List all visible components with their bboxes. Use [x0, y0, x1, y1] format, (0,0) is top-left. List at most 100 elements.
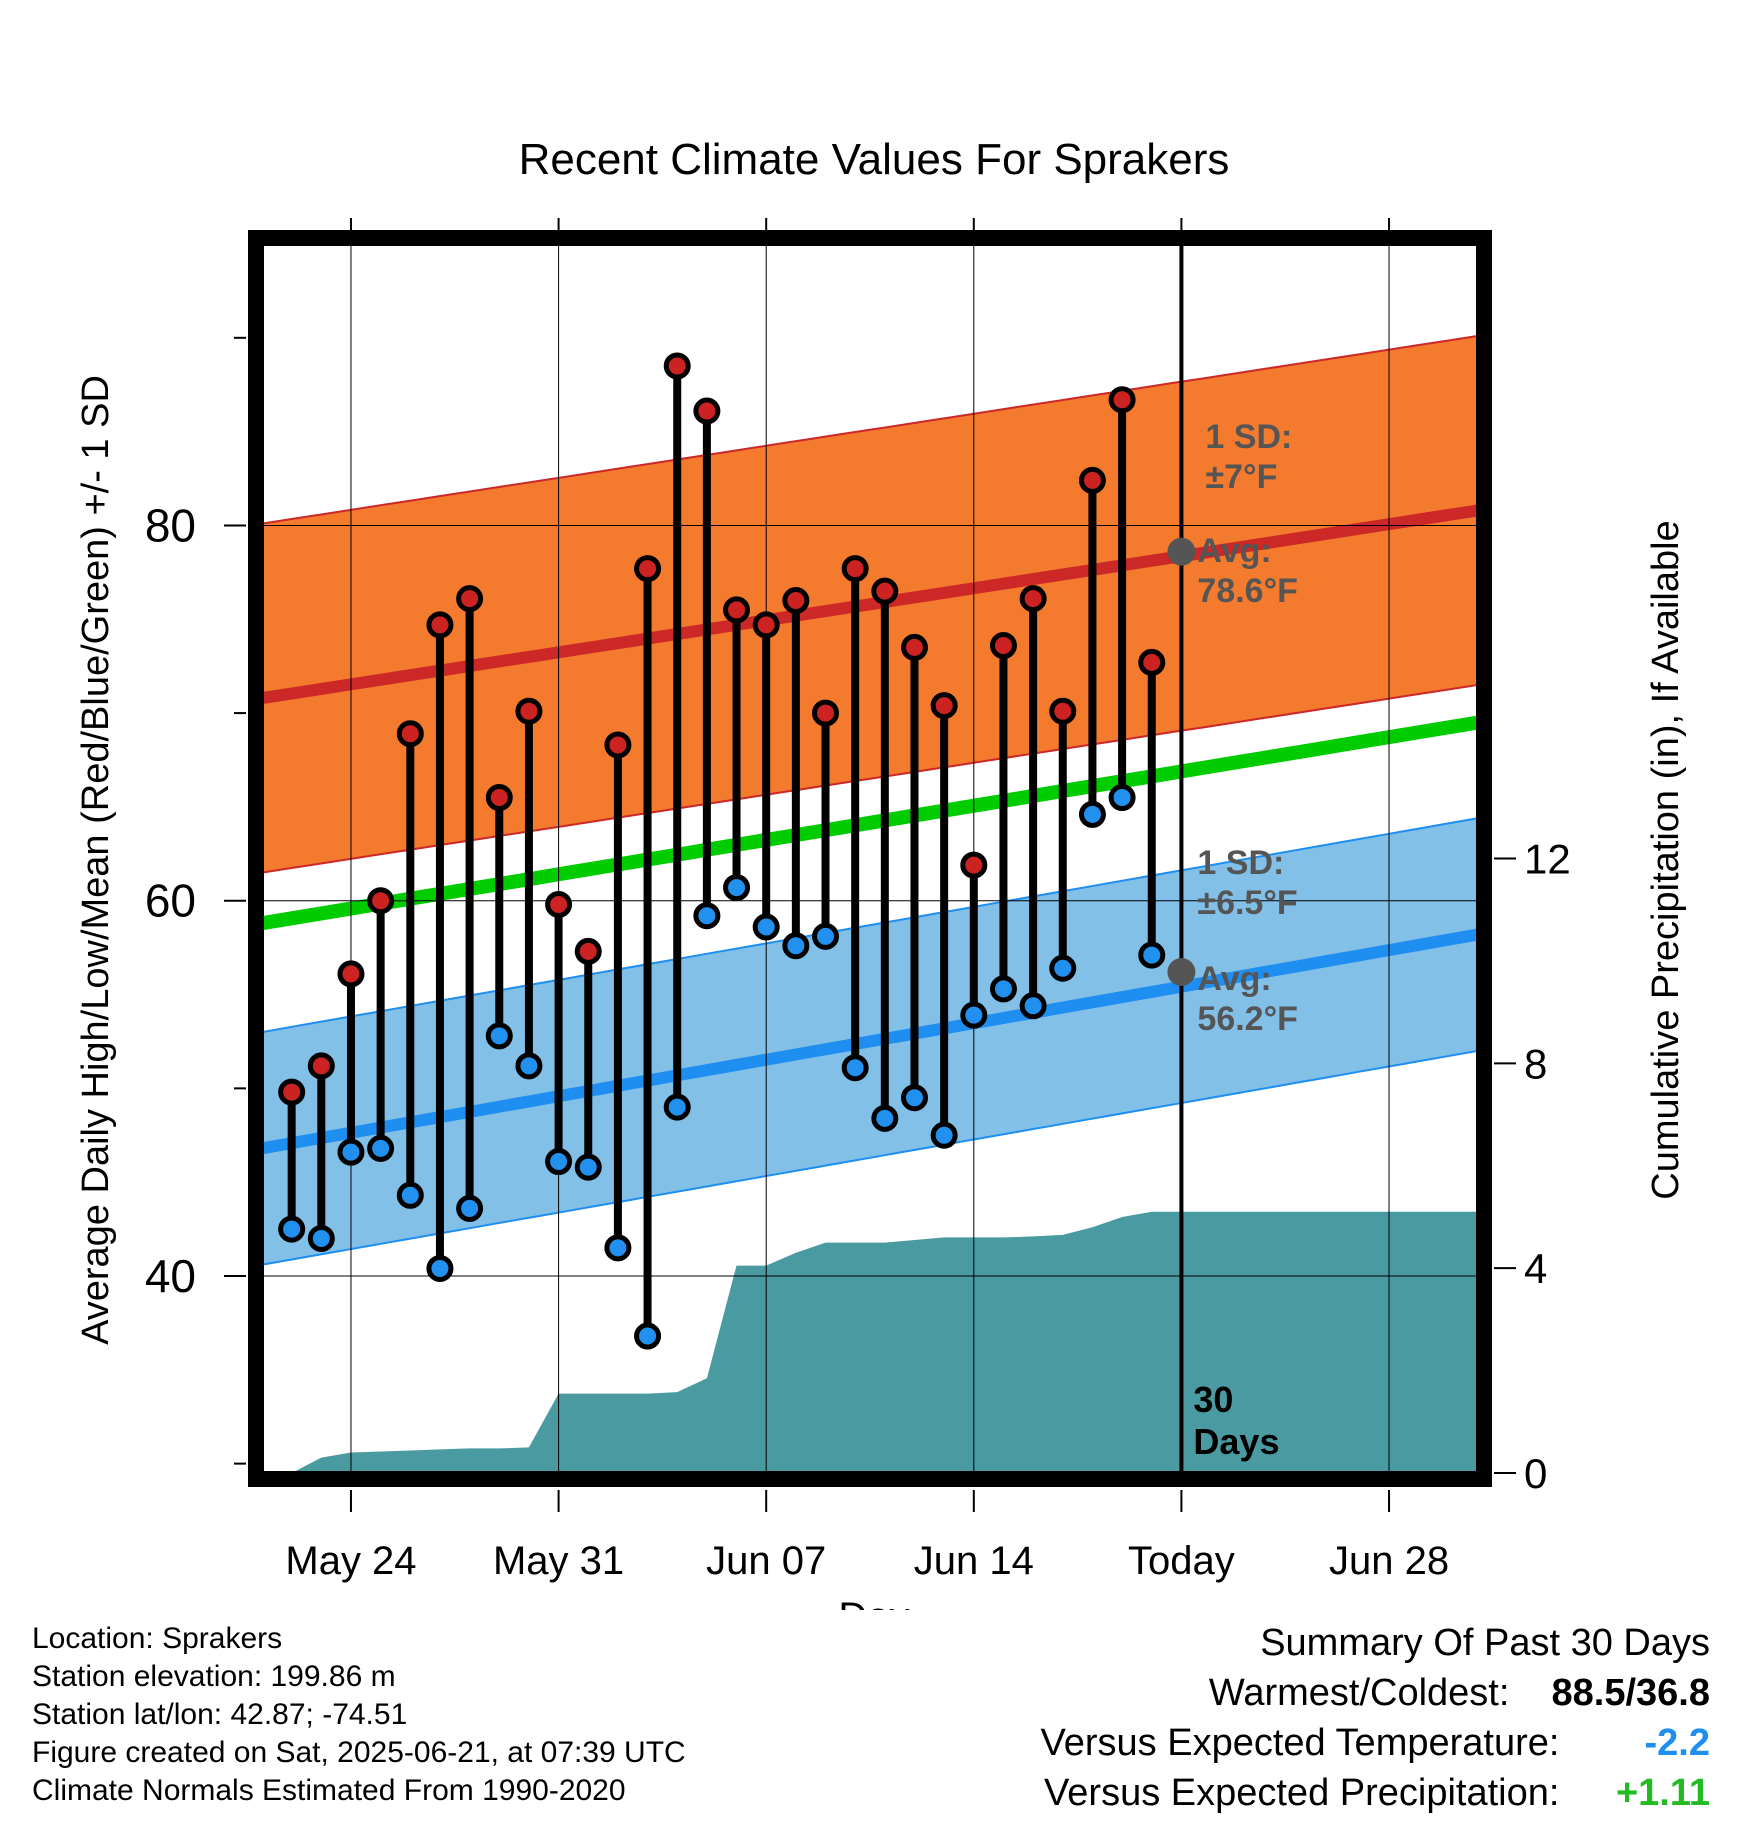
mean-avg-line	[262, 715, 1478, 931]
plot-area: 1 SD: ±7°F Avg: 78.6°F 1 SD: ±6.5°F Avg: 56.2°F…	[145, 218, 1571, 1583]
low-point	[1019, 992, 1047, 1020]
y-right-tick-label: 4	[1524, 1245, 1547, 1292]
high-point	[545, 890, 573, 918]
high-point	[723, 596, 751, 624]
high-point	[960, 851, 988, 879]
low-point	[1049, 954, 1077, 982]
x-tick-label: Jun 07	[706, 1539, 826, 1583]
low-point	[604, 1234, 632, 1262]
y-left-tick-label: 60	[145, 875, 196, 927]
warmest-coldest-row: Warmest/Coldest: 88.5/36.8	[1041, 1668, 1710, 1718]
high-point	[367, 887, 395, 915]
high-point	[1138, 648, 1166, 676]
high-avg-line	[262, 504, 1478, 705]
low-point	[782, 932, 810, 960]
x-axis-label: Day	[838, 1595, 909, 1610]
high-avg-marker	[1167, 537, 1196, 566]
high-point	[396, 720, 424, 748]
low-point	[456, 1194, 484, 1222]
low-point	[515, 1052, 543, 1080]
high-point	[1049, 697, 1077, 725]
elevation-text: Station elevation: 199.86 m	[32, 1660, 396, 1693]
low-point	[634, 1322, 662, 1350]
summary-panel: Summary Of Past 30 Days Warmest/Coldest:…	[1041, 1618, 1710, 1818]
temp-row: Versus Expected Temperature: -2.2	[1041, 1718, 1710, 1768]
high-avg-annotation: Avg: 78.6°F	[1197, 532, 1298, 610]
summary-title: Summary Of Past 30 Days	[1260, 1622, 1710, 1664]
y-left-tick-label: 80	[145, 499, 196, 551]
low-point	[723, 874, 751, 902]
y-axis-label-right: Cumulative Precipitation (in), If Availa…	[1645, 520, 1687, 1199]
x-tick-label: May 31	[493, 1539, 624, 1583]
y-axis-label-left: Average Daily High/Low/Mean (Red/Blue/Gr…	[75, 375, 117, 1345]
chart-title: Recent Climate Values For Sprakers	[519, 135, 1230, 184]
warmest-coldest-value: 88.5/36.8	[1551, 1672, 1710, 1714]
low-point	[812, 922, 840, 950]
high-point	[930, 692, 958, 720]
high-point	[574, 937, 602, 965]
high-point	[337, 960, 365, 988]
low-point	[1138, 941, 1166, 969]
high-point	[812, 699, 840, 727]
warmest-coldest-label: Warmest/Coldest:	[1208, 1672, 1510, 1714]
precip-row: Versus Expected Precipitation: +1.11	[1041, 1768, 1710, 1818]
low-point	[307, 1224, 335, 1252]
precip-area	[291, 1211, 1478, 1473]
high-point	[634, 555, 662, 583]
high-point	[485, 784, 513, 812]
high-point	[871, 577, 899, 605]
days-count-label: 30 Days	[1193, 1379, 1279, 1462]
plot-frame	[248, 230, 1492, 1487]
precip-value: +1.11	[1615, 1772, 1710, 1814]
y-right-tick-label: 0	[1524, 1450, 1547, 1497]
low-point	[960, 1001, 988, 1029]
low-point	[545, 1148, 573, 1176]
low-point	[574, 1153, 602, 1181]
low-sd-annotation: 1 SD: ±6.5°F	[1197, 844, 1297, 922]
high-point	[752, 611, 780, 639]
high-point	[841, 555, 869, 583]
high-point	[1108, 386, 1136, 414]
low-point	[485, 1022, 513, 1050]
high-point	[278, 1078, 306, 1106]
y-right-tick-label: 8	[1524, 1040, 1547, 1087]
y-left-tick-label: 40	[145, 1250, 196, 1302]
high-point	[900, 633, 928, 661]
low-point	[278, 1215, 306, 1243]
low-point	[1078, 800, 1106, 828]
low-point	[337, 1138, 365, 1166]
latlon-text: Station lat/lon: 42.87; -74.51	[32, 1698, 408, 1731]
low-point	[841, 1054, 869, 1082]
low-avg-line	[262, 928, 1478, 1155]
x-tick-label: Jun 14	[914, 1539, 1034, 1583]
normals-text: Climate Normals Estimated From 1990-2020	[32, 1774, 626, 1807]
high-point	[515, 697, 543, 725]
climate-chart: Recent Climate Values For Sprakers 1 SD:…	[75, 135, 1687, 1610]
low-avg-annotation: Avg: 56.2°F	[1197, 960, 1298, 1038]
temp-value: -2.2	[1644, 1722, 1710, 1764]
location-text: Location: Sprakers	[32, 1622, 283, 1655]
low-point	[396, 1181, 424, 1209]
x-tick-label: Jun 28	[1329, 1539, 1449, 1583]
high-point	[1078, 466, 1106, 494]
high-point	[989, 632, 1017, 660]
low-point	[900, 1084, 928, 1112]
x-tick-label: Today	[1128, 1539, 1235, 1583]
high-point	[1019, 585, 1047, 613]
high-point	[604, 731, 632, 759]
high-point	[456, 585, 484, 613]
temp-label: Versus Expected Temperature:	[1040, 1722, 1560, 1764]
created-text: Figure created on Sat, 2025-06-21, at 07…	[32, 1736, 686, 1769]
low-point	[930, 1121, 958, 1149]
low-point	[426, 1254, 454, 1282]
high-point	[663, 352, 691, 380]
low-point	[752, 913, 780, 941]
low-point	[693, 902, 721, 930]
y-right-tick-label: 12	[1524, 836, 1571, 883]
high-point	[426, 611, 454, 639]
low-point	[663, 1093, 691, 1121]
station-info: Location: Sprakers Station elevation: 19…	[32, 1620, 686, 1810]
low-point	[367, 1134, 395, 1162]
precip-label: Versus Expected Precipitation:	[1044, 1772, 1560, 1814]
low-avg-marker	[1167, 958, 1196, 987]
